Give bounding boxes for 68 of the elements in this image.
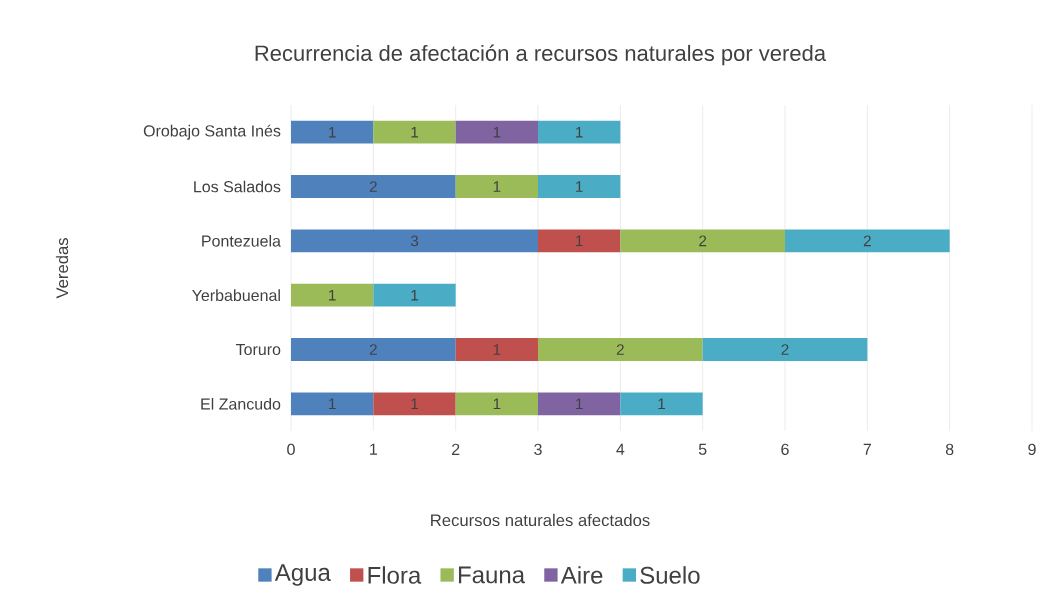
x-tick-label: 2: [452, 443, 460, 455]
data-label: 2: [616, 344, 624, 355]
x-tick-label: 7: [863, 443, 871, 455]
legend-label: Flora: [368, 566, 422, 584]
legend-label: Suelo: [640, 566, 700, 584]
data-label: 2: [699, 235, 707, 247]
data-label: 1: [576, 398, 583, 410]
data-label: 1: [576, 181, 583, 192]
bar: [620, 392, 703, 416]
bar: [620, 229, 785, 253]
y-tick-label: Los Salados: [194, 180, 281, 193]
data-label: 1: [411, 289, 419, 301]
legend-label: Fauna: [458, 566, 526, 584]
data-label: 1: [329, 289, 336, 301]
data-label: 2: [863, 235, 871, 247]
bar: [291, 229, 538, 253]
bar: [455, 392, 538, 416]
legend-label: Agua: [274, 564, 331, 586]
data-label: 2: [781, 344, 789, 355]
bar: [538, 120, 621, 144]
y-tick-label: Yerbabuenal: [192, 289, 280, 302]
bar: [538, 392, 621, 416]
x-tick-label: 5: [698, 443, 707, 455]
bar: [455, 338, 538, 361]
data-label: 1: [658, 398, 666, 410]
x-tick-label: 0: [287, 443, 295, 456]
data-label: 1: [411, 126, 419, 138]
y-axis-title: Veredas: [55, 238, 69, 299]
x-axis-title: Recursos naturales afectados: [431, 513, 650, 527]
data-label: 1: [493, 398, 501, 410]
bar: [455, 175, 538, 198]
data-label: 1: [493, 181, 501, 192]
y-tick-label: Pontezuela: [202, 234, 281, 247]
y-tick-label: Toruro: [235, 343, 281, 356]
bar: [538, 229, 621, 253]
y-tick-label: Orobajo Santa Inés: [143, 124, 281, 140]
bar: [455, 120, 538, 144]
bar: [702, 338, 868, 361]
data-label: 1: [576, 235, 583, 247]
data-label: 1: [329, 398, 336, 410]
data-label: 1: [576, 126, 583, 138]
bar: [538, 338, 703, 361]
bar: [291, 338, 456, 361]
y-tick-label: El Zancudo: [201, 397, 281, 410]
x-tick-label: 6: [781, 443, 789, 456]
bar: [538, 175, 621, 198]
chart-title: Recurrencia de afectación a recursos naturales por vereda: [255, 44, 827, 66]
data-label: 3: [410, 235, 419, 247]
x-tick-label: 4: [616, 443, 625, 455]
bar: [291, 120, 374, 144]
x-tick-label: 3: [534, 443, 542, 456]
x-tick-label: 9: [1028, 443, 1036, 456]
data-label: 1: [493, 126, 501, 138]
bar: [291, 283, 374, 307]
bar: [785, 229, 950, 253]
data-label: 1: [329, 126, 336, 138]
bar: [373, 283, 456, 307]
bar: [373, 120, 456, 144]
x-tick-label: 8: [945, 443, 954, 456]
bar: [291, 392, 374, 416]
data-label: 2: [369, 344, 377, 355]
data-label: 1: [411, 398, 419, 410]
data-label: 1: [493, 344, 501, 355]
bar: [373, 392, 456, 416]
legend-label: Aire: [560, 566, 603, 584]
bar: [291, 175, 456, 198]
data-label: 2: [369, 181, 377, 192]
x-tick-label: 1: [370, 443, 377, 455]
